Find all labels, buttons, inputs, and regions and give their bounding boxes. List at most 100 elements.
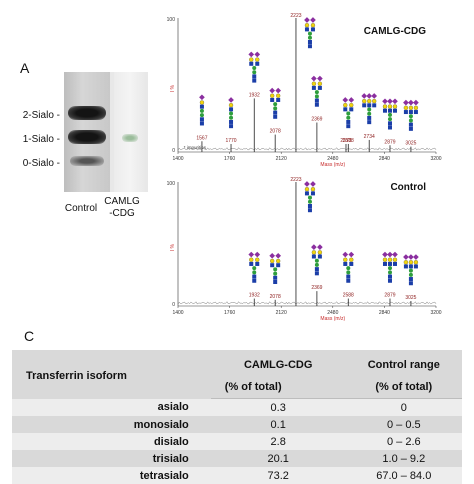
glcnac-icon (314, 267, 319, 272)
glcnac-icon (387, 274, 392, 279)
peak-label: 2588 (343, 293, 354, 299)
glcnac-icon (346, 124, 351, 129)
galactose-icon (387, 257, 393, 262)
galactose-icon (317, 81, 323, 86)
x-tick-label: 1400 (172, 156, 183, 162)
galactose-icon (249, 57, 254, 62)
sialic-acid-icon (317, 75, 323, 82)
sialic-acid-icon (317, 244, 323, 250)
panel-a-letter: A (20, 60, 30, 76)
glycan-structure (403, 254, 419, 286)
glcnac-icon (408, 281, 413, 286)
peak-label: 2369 (311, 117, 322, 123)
spectrum-control: 1400 1760 2120 2480 2840 3200 100 0 % I Mass (m/z… (167, 177, 442, 322)
peak-label: 2078 (270, 129, 281, 135)
x-tick-label: 1760 (224, 156, 235, 162)
row-camlg: 0.1 (210, 416, 346, 433)
glcnac-icon (199, 117, 204, 122)
glcnac-icon (343, 261, 348, 266)
sialic-acid-icon (311, 244, 317, 250)
x-tick-label: 2480 (327, 156, 338, 162)
galactose-icon (349, 103, 354, 108)
glcnac-icon (270, 97, 275, 102)
lane-label-camlg: CAMLG -CDG (104, 196, 140, 219)
peak-label: 2734 (364, 134, 375, 140)
mannose-icon (387, 270, 392, 275)
glcnac-icon (346, 274, 351, 279)
galactose-icon (310, 23, 316, 28)
glcnac-icon (387, 121, 392, 126)
baseline-noise (177, 301, 437, 305)
glycan-structure (199, 94, 205, 126)
sialic-acid-icon (392, 251, 398, 258)
galactose-icon (311, 81, 317, 86)
mannose-icon (314, 262, 319, 267)
table-row: trisialo 20.1 1.0 – 9.2 (12, 450, 462, 467)
galactose-icon (304, 187, 310, 192)
row-control: 67.0 – 84.0 (345, 467, 462, 484)
sialic-acid-icon (248, 251, 255, 258)
glcnac-icon (276, 97, 281, 102)
sialic-acid-icon (413, 254, 419, 260)
x-tick-label: 1400 (172, 310, 183, 316)
glcnac-icon (403, 110, 408, 115)
sialic-acid-icon (254, 251, 261, 258)
band-camlg-1-sialo (122, 134, 138, 142)
glcnac-icon (307, 208, 312, 213)
peak-label: 2572 (340, 138, 351, 144)
peak-label: 2223 (290, 13, 301, 19)
glcnac-icon (255, 261, 260, 266)
peak-label: 3025 (405, 295, 416, 301)
glcnac-icon (252, 274, 257, 279)
gel-image (64, 72, 148, 192)
peak-label: 2078 (270, 294, 281, 300)
sialic-acid-icon (408, 254, 414, 260)
peak-label: 1932 (249, 293, 260, 299)
glcnac-icon (314, 102, 319, 107)
glcnac-icon (310, 27, 315, 32)
peak-label: 2223 (290, 177, 301, 183)
y-max-label: 100 (167, 181, 176, 187)
galactose-icon (255, 57, 260, 62)
table-row: monosialo 0.1 0 – 0.5 (12, 416, 462, 433)
sialic-acid-icon (304, 181, 310, 187)
mannose-icon (408, 272, 413, 277)
galactose-icon (228, 103, 234, 108)
glycan-structure (269, 252, 282, 284)
glcnac-icon (199, 104, 204, 109)
glcnac-icon (387, 108, 392, 113)
y-axis-label: % I (168, 244, 174, 251)
galactose-icon (403, 105, 409, 110)
x-tick-label: 2120 (276, 310, 287, 316)
sialic-acid-icon (387, 98, 393, 105)
sialic-acid-icon (408, 99, 414, 106)
chart-title: Control (390, 182, 426, 193)
mannose-icon (314, 90, 319, 95)
row-control: 0 (345, 398, 462, 416)
row-isoform: tetrasialo (12, 467, 211, 484)
glcnac-icon (229, 107, 234, 112)
glycan-structure (248, 251, 261, 283)
table-row: asialo 0.3 0 (12, 398, 462, 416)
peak-label: 2369 (311, 285, 322, 291)
x-tick-label: 2120 (276, 156, 287, 162)
header-isoform: Transferrin isoform (12, 350, 211, 399)
galactose-icon (311, 250, 317, 255)
spectra-figure: 1400 1760 2120 2480 2840 3200 100 0 % I Mass (m/z… (167, 13, 442, 322)
band-label-0-sialo: 0-Sialo - (22, 158, 60, 169)
glcnac-icon (392, 261, 397, 266)
sialic-acid-icon (382, 98, 388, 105)
sialic-acid-icon (366, 93, 373, 99)
sialic-acid-icon (310, 181, 316, 187)
panel-c-letter: C (24, 328, 35, 344)
row-camlg: 0.3 (210, 398, 346, 416)
glcnac-icon (199, 121, 204, 126)
band-0-sialo (70, 156, 104, 166)
galactose-icon (317, 250, 323, 255)
glcnac-icon (387, 261, 392, 266)
glycan-structure (228, 97, 234, 129)
row-isoform: asialo (12, 398, 211, 416)
table-row: tetrasialo 73.2 67.0 – 84.0 (12, 467, 462, 484)
sialic-acid-icon (371, 93, 378, 99)
mannose-icon (307, 199, 312, 204)
